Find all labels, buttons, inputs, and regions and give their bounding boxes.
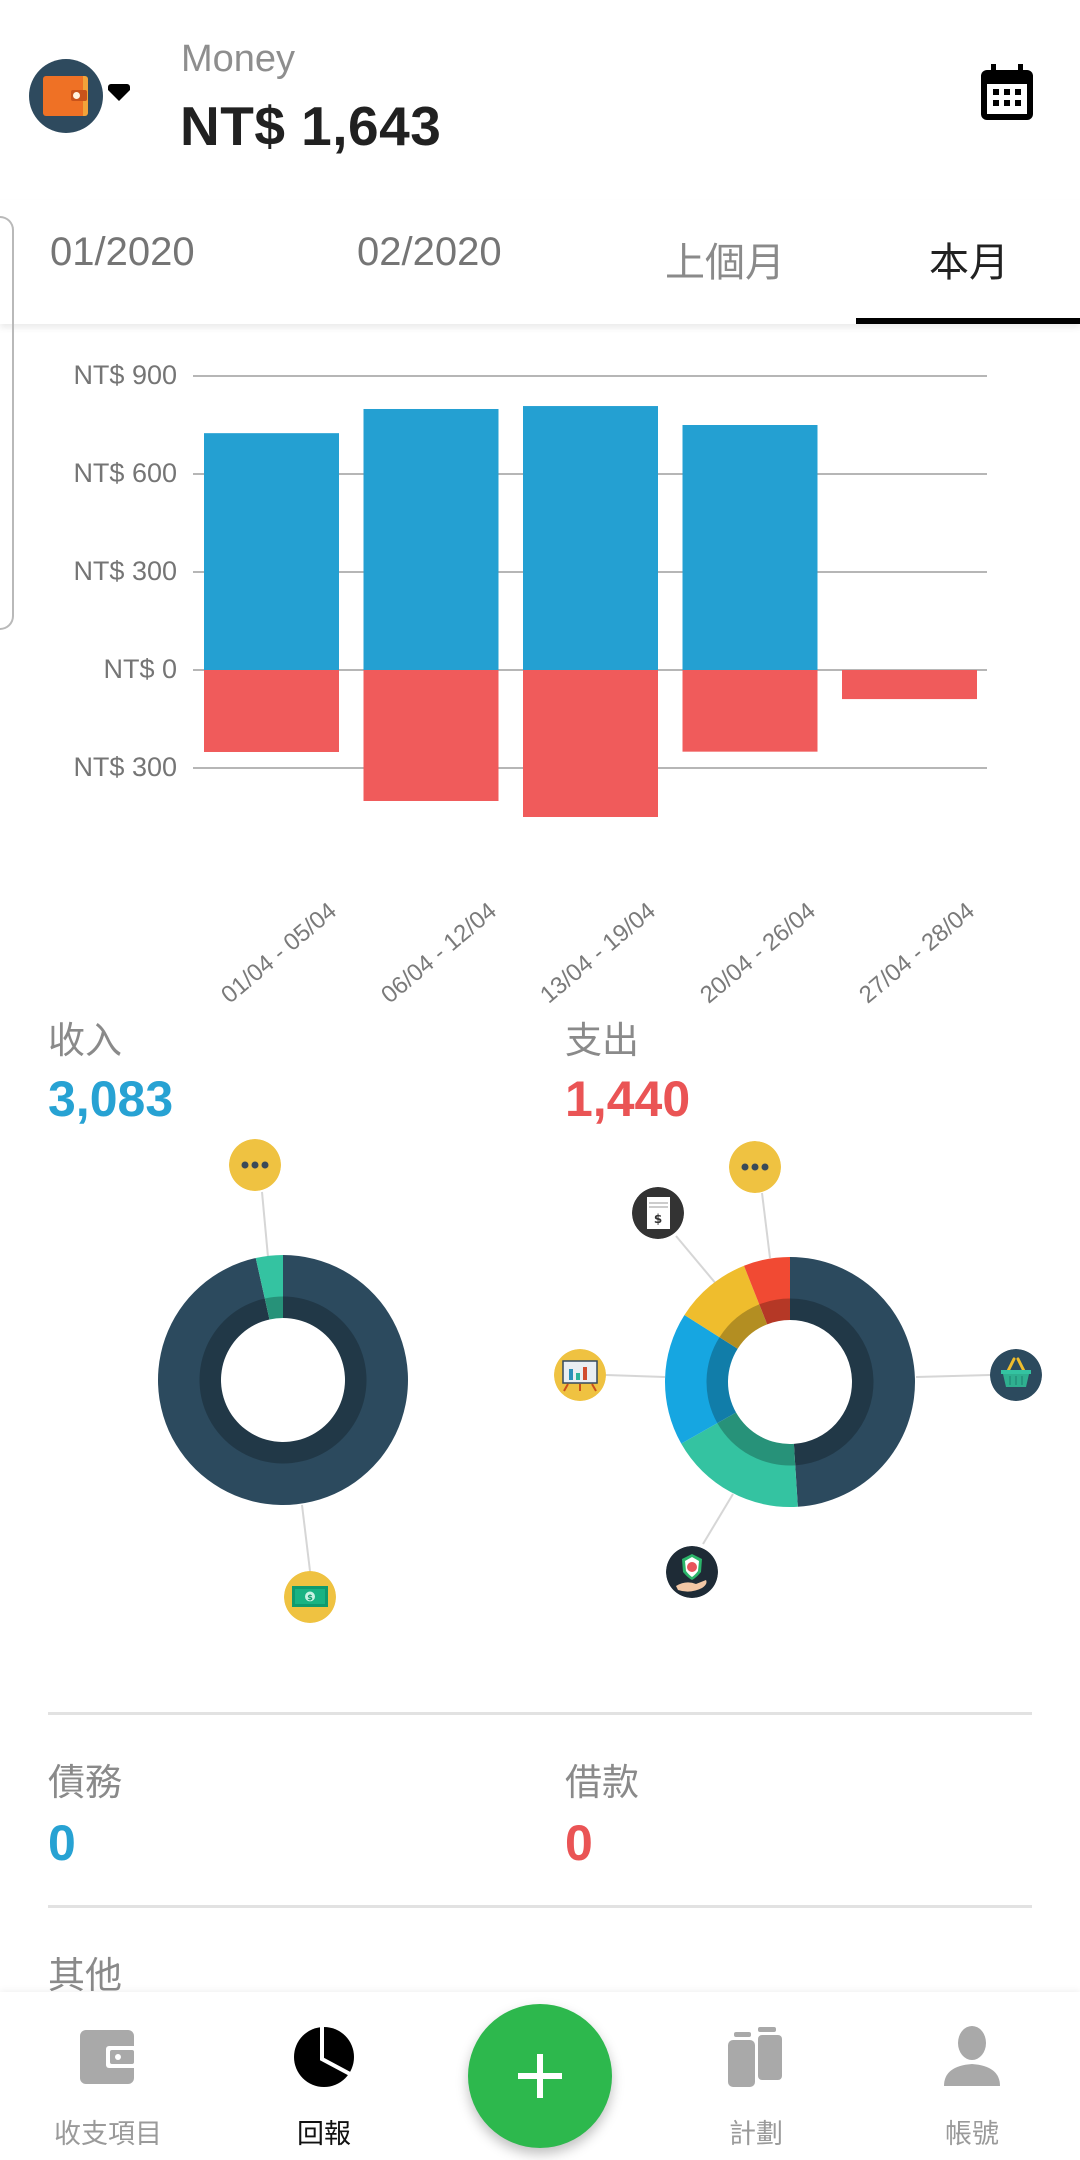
y-tick-label: NT$ 0 xyxy=(103,654,177,684)
bill-icon[interactable]: $ xyxy=(632,1187,684,1239)
expense-total: 1,440 xyxy=(565,1071,691,1127)
income-total: 3,083 xyxy=(48,1071,174,1127)
presentation-icon[interactable] xyxy=(554,1349,606,1401)
y-tick-label: NT$ 600 xyxy=(73,458,177,488)
calendar-icon[interactable] xyxy=(980,64,1034,122)
more-icon[interactable] xyxy=(229,1139,281,1191)
wallet-icon xyxy=(80,2030,138,2084)
expense-segment-inner xyxy=(759,1298,790,1325)
leader-line xyxy=(761,1192,771,1259)
income-bar-0[interactable] xyxy=(204,433,339,670)
app-header: Money NT$ 1,643 xyxy=(0,0,1080,200)
svg-text:$: $ xyxy=(307,1593,313,1602)
expense-label: 支出 xyxy=(565,1020,639,1061)
category-donuts xyxy=(157,1191,991,1572)
pie-chart-icon xyxy=(294,2027,354,2087)
expense-segment-inner xyxy=(717,1412,796,1466)
tab-this-month[interactable]: 本月 xyxy=(929,241,1009,285)
leader-line xyxy=(915,1374,991,1378)
section-divider xyxy=(48,1712,1032,1715)
leader-line xyxy=(702,1493,734,1545)
leader-line xyxy=(301,1504,311,1572)
expense-segment-inner xyxy=(719,1304,768,1349)
add-transaction-button[interactable] xyxy=(468,2004,612,2148)
leader-line xyxy=(605,1374,666,1378)
debt-label: 債務 xyxy=(48,1762,122,1803)
expense-segment-more[interactable] xyxy=(743,1257,790,1305)
y-tick-label: NT$ 900 xyxy=(73,360,177,390)
bar-chart-canvas xyxy=(193,375,987,817)
income-label: 收入 xyxy=(48,1020,122,1061)
income-segment-more[interactable] xyxy=(255,1255,283,1299)
expense-bar-2[interactable] xyxy=(523,670,658,817)
more-icon[interactable] xyxy=(729,1141,781,1193)
active-tab-indicator xyxy=(856,318,1080,324)
income-bar-3[interactable] xyxy=(682,425,818,670)
nav-label: 計劃 xyxy=(729,2119,783,2149)
nav-account[interactable]: 帳號 xyxy=(882,1992,1062,2160)
expense-bar-4[interactable] xyxy=(842,670,977,700)
plus-icon xyxy=(537,2054,543,2098)
expense-bar-1[interactable] xyxy=(363,670,499,801)
expense-bar-3[interactable] xyxy=(682,670,818,752)
loan-label: 借款 xyxy=(565,1762,639,1803)
section-divider xyxy=(48,1905,1032,1908)
weekly-bar-chart: NT$ 900 NT$ 600 NT$ 300 NT$ 0 NT$ 300 01/04 … xyxy=(0,324,1080,1009)
nav-transactions[interactable]: 收支項目 xyxy=(18,1992,198,2160)
leader-line xyxy=(675,1235,718,1286)
caret-down-icon[interactable] xyxy=(108,84,130,101)
income-bar-1[interactable] xyxy=(363,408,499,670)
tab-last-month[interactable]: 上個月 xyxy=(665,241,785,285)
expense-segment-presentation[interactable] xyxy=(665,1315,720,1444)
loan-value: 0 xyxy=(565,1815,593,1871)
basket-icon[interactable] xyxy=(990,1349,1042,1401)
person-icon xyxy=(944,2026,1000,2086)
nav-label: 回報 xyxy=(297,2119,351,2149)
expense-segment-insurance[interactable] xyxy=(681,1422,798,1507)
income-segment-inner xyxy=(264,1296,283,1320)
y-tick-label: NT$ 300 xyxy=(73,752,177,782)
tab-02-2020[interactable]: 02/2020 xyxy=(357,230,502,274)
expense-bar-0[interactable] xyxy=(204,670,339,752)
expense-segment-inner xyxy=(706,1337,738,1424)
period-tabs: 01/2020 02/2020 上個月 本月 xyxy=(0,200,1080,324)
y-tick-label: NT$ 300 xyxy=(73,556,177,586)
leader-line xyxy=(261,1191,269,1258)
wallet-icon[interactable] xyxy=(29,59,103,133)
insurance-icon[interactable] xyxy=(666,1546,718,1598)
income-segment-inner xyxy=(199,1296,367,1464)
expense-segment-basket[interactable] xyxy=(790,1257,915,1507)
cash-icon[interactable]: $ xyxy=(284,1571,336,1623)
debt-value: 0 xyxy=(48,1815,76,1871)
nav-plans[interactable]: 計劃 xyxy=(666,1992,846,2160)
tab-01-2020[interactable]: 01/2020 xyxy=(50,230,195,274)
expense-segment-bill[interactable] xyxy=(684,1265,760,1338)
nav-report[interactable]: 回報 xyxy=(234,1992,414,2160)
jars-icon xyxy=(728,2027,782,2087)
income-segment-cash[interactable] xyxy=(157,1255,408,1506)
wallet-name: Money xyxy=(181,38,296,80)
wallet-balance: NT$ 1,643 xyxy=(180,95,442,157)
income-bar-2[interactable] xyxy=(523,406,658,670)
expense-segment-inner xyxy=(790,1298,874,1466)
svg-text:$: $ xyxy=(654,1212,662,1226)
edge-drawer-handle[interactable] xyxy=(0,216,14,630)
wallet-button xyxy=(73,92,80,99)
nav-label: 收支項目 xyxy=(54,2119,162,2149)
other-label: 其他 xyxy=(48,1955,122,1996)
nav-label: 帳號 xyxy=(945,2119,999,2149)
